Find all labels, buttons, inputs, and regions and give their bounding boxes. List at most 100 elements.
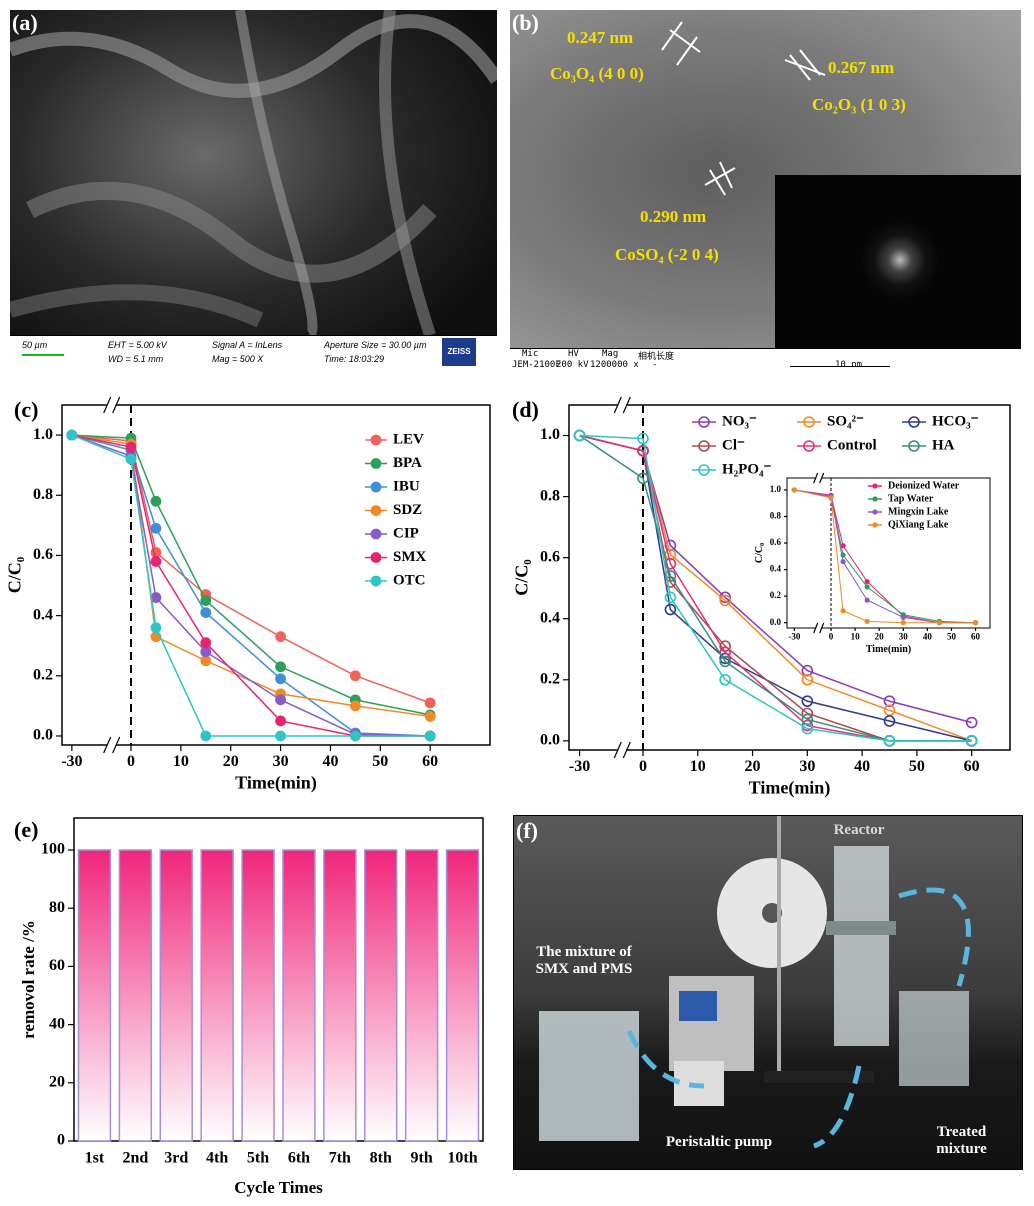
y-tick-label: 0.2	[33, 666, 53, 683]
legend-label: NO₃⁻	[722, 413, 757, 429]
y-tick-label: 0.8	[33, 486, 53, 503]
panel-label: (d)	[512, 397, 539, 422]
info-bar	[510, 348, 1021, 371]
spacing-label: 0.247 nm	[567, 28, 634, 47]
info-bar	[10, 335, 497, 371]
axis-break	[819, 622, 825, 634]
marker	[828, 495, 834, 501]
marker	[840, 608, 846, 614]
marker	[864, 578, 870, 585]
axis-break	[813, 472, 819, 484]
marker	[840, 559, 846, 565]
x-axis-label: Time(min)	[235, 773, 317, 794]
bar	[404, 849, 439, 1142]
sem-texture	[10, 10, 497, 335]
legend-marker	[908, 440, 920, 452]
marker	[664, 570, 677, 582]
marker	[801, 664, 814, 677]
panel-label: (c)	[14, 397, 38, 422]
legend-marker	[872, 483, 878, 489]
marker	[125, 441, 137, 453]
y-axis-label: C/C₀	[754, 543, 765, 563]
x-tick-label: 30	[899, 631, 909, 641]
legend-marker	[698, 464, 710, 476]
x-tick-label: 3rd	[164, 1150, 188, 1167]
legend-label: IBU	[393, 478, 420, 494]
marker	[275, 694, 286, 706]
marker	[200, 646, 212, 658]
x-tick-label: 0	[639, 758, 647, 775]
x-tick-label: 0	[829, 631, 834, 641]
x-tick-label: 40	[854, 758, 870, 775]
marker	[900, 620, 906, 626]
y-tick-label: 0	[57, 1132, 65, 1149]
marker	[349, 700, 361, 712]
bar	[200, 849, 234, 1142]
lattice-marks	[661, 21, 826, 196]
x-axis-label: Time(min)	[749, 778, 831, 799]
spacing-label: 0.290 nm	[640, 207, 707, 226]
y-tick-label: 0.6	[540, 548, 560, 565]
bar	[159, 849, 193, 1142]
x-tick-label: -30	[788, 631, 800, 641]
axis-break	[613, 741, 622, 759]
info-text: HV	[568, 349, 579, 359]
legend-marker	[698, 416, 710, 428]
y-axis-label: C/C₀	[5, 557, 25, 593]
marker	[150, 556, 162, 567]
legend-label: SDZ	[393, 502, 422, 518]
panel-label: (f)	[516, 818, 538, 843]
bar	[323, 849, 357, 1142]
legend-label: SMX	[393, 549, 427, 565]
marker	[801, 695, 814, 707]
legend-marker	[370, 552, 382, 563]
y-tick-label: 20	[49, 1073, 65, 1090]
info-text: -	[652, 360, 658, 370]
legend-label: Deionized Water	[888, 480, 960, 491]
marker	[275, 673, 286, 685]
marker	[275, 730, 286, 742]
axis-break	[622, 396, 631, 414]
marker	[936, 620, 943, 626]
y-tick-label: 1.0	[540, 426, 560, 443]
marker	[637, 472, 649, 485]
info-text: Mag	[602, 349, 619, 359]
tem-image: 0.247 nm Co₃O₄ (4 0 0) 0.267 nm Co₂O₃ (1…	[510, 10, 1021, 371]
marker	[801, 673, 814, 686]
y-tick-label: 0.0	[540, 732, 560, 749]
diffraction-ring	[860, 220, 940, 300]
series-line	[71, 434, 431, 716]
axis-break	[813, 622, 819, 634]
marker	[275, 661, 286, 673]
info-text: 相机长度	[638, 352, 675, 362]
axis-break	[103, 396, 112, 414]
bar	[77, 849, 112, 1142]
x-tick-label: 0	[127, 753, 135, 770]
plane-label: Co₃O₄ (4 0 0)	[550, 64, 644, 83]
annotation: Peristaltic pump	[665, 1134, 773, 1150]
axis-break-gap	[618, 397, 627, 413]
y-tick-label: 100	[41, 841, 65, 858]
bar	[364, 849, 398, 1142]
plane-label: Co₂O₃ (1 0 3)	[812, 95, 906, 114]
legend-marker	[370, 575, 382, 587]
legend-label: Cl⁻	[722, 437, 745, 453]
marker	[883, 695, 896, 707]
legend-marker	[370, 434, 382, 446]
y-tick-label: 0.4	[540, 609, 560, 626]
marker	[883, 735, 896, 747]
marker	[719, 655, 731, 668]
annotation: Treated mixture	[936, 1124, 987, 1157]
scale-bar	[22, 354, 64, 356]
x-tick-label: 10	[851, 631, 861, 641]
marker	[200, 655, 212, 667]
marker	[349, 670, 361, 682]
y-tick-label: 60	[49, 957, 65, 974]
legend-marker	[803, 416, 815, 428]
marker	[864, 618, 870, 624]
x-tick-label: 20	[223, 753, 239, 770]
y-tick-label: 40	[49, 1015, 65, 1032]
scale-bar-label: 50 µm	[22, 340, 48, 350]
